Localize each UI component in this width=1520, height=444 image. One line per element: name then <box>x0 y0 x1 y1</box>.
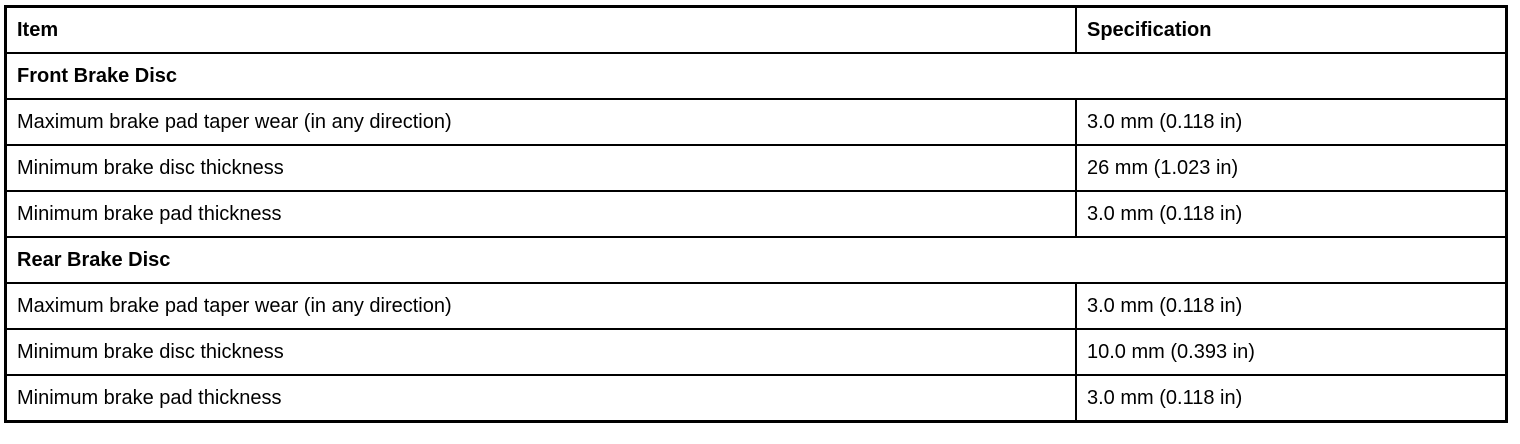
header-specification: Specification <box>1075 5 1508 54</box>
spec-cell: 3.0 mm (0.118 in) <box>1075 282 1508 330</box>
specification-table: Item Specification Front Brake Disc Maxi… <box>4 5 1508 423</box>
item-cell: Minimum brake disc thickness <box>4 328 1077 376</box>
section-row: Front Brake Disc <box>4 52 1508 100</box>
table-row: Minimum brake pad thickness 3.0 mm (0.11… <box>4 374 1508 423</box>
table-row: Minimum brake pad thickness 3.0 mm (0.11… <box>4 190 1508 238</box>
item-cell: Maximum brake pad taper wear (in any dir… <box>4 282 1077 330</box>
section-title: Front Brake Disc <box>4 52 1508 100</box>
item-cell: Minimum brake disc thickness <box>4 144 1077 192</box>
section-title: Rear Brake Disc <box>4 236 1508 284</box>
spec-cell: 3.0 mm (0.118 in) <box>1075 374 1508 423</box>
table-row: Minimum brake disc thickness 10.0 mm (0.… <box>4 328 1508 376</box>
item-cell: Minimum brake pad thickness <box>4 374 1077 423</box>
item-cell: Maximum brake pad taper wear (in any dir… <box>4 98 1077 146</box>
header-row: Item Specification <box>4 5 1508 54</box>
spec-cell: 26 mm (1.023 in) <box>1075 144 1508 192</box>
table-row: Maximum brake pad taper wear (in any dir… <box>4 282 1508 330</box>
table-row: Minimum brake disc thickness 26 mm (1.02… <box>4 144 1508 192</box>
spec-cell: 3.0 mm (0.118 in) <box>1075 190 1508 238</box>
table-row: Maximum brake pad taper wear (in any dir… <box>4 98 1508 146</box>
spec-cell: 3.0 mm (0.118 in) <box>1075 98 1508 146</box>
spec-cell: 10.0 mm (0.393 in) <box>1075 328 1508 376</box>
header-item: Item <box>4 5 1077 54</box>
section-row: Rear Brake Disc <box>4 236 1508 284</box>
item-cell: Minimum brake pad thickness <box>4 190 1077 238</box>
